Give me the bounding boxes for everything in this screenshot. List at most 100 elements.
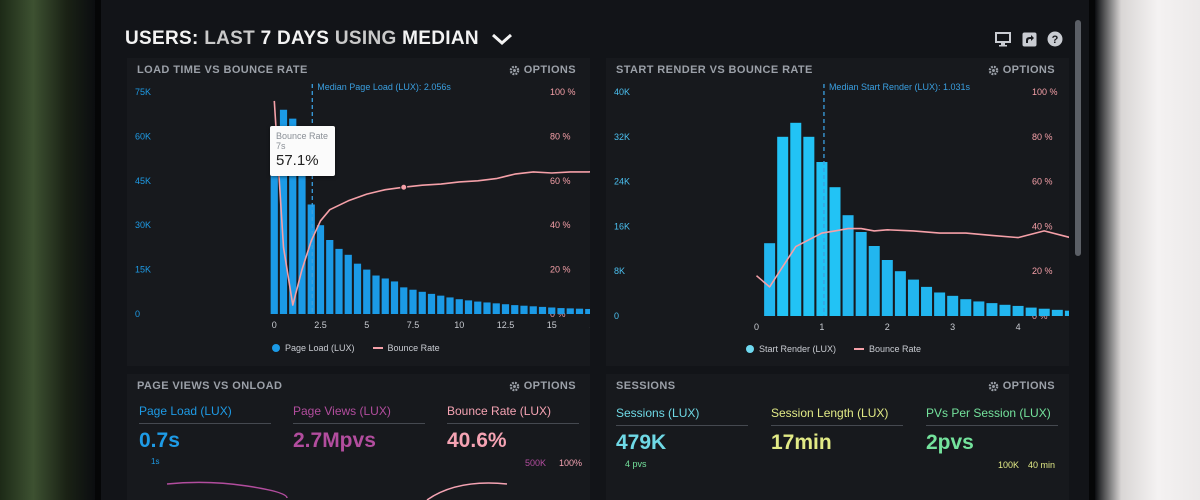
metric-divider: [771, 425, 903, 426]
legend-bounce-rate-swatch: [372, 347, 383, 349]
title-median: MEDIAN: [402, 28, 479, 49]
panel-load-time: LOAD TIME VS BOUNCE RATE OPTIONS 0 15K 30K…: [127, 58, 590, 366]
bar: [446, 297, 454, 314]
axis-label-right-bounce: 100%: [559, 458, 583, 468]
metric-bounce-rate[interactable]: Bounce Rate (LUX) 40.6%: [447, 404, 579, 453]
page-title[interactable]: USERS: LAST 7 DAYS USING MEDIAN: [125, 28, 513, 50]
bar: [409, 289, 417, 314]
dashboard-header: USERS: LAST 7 DAYS USING MEDIAN: [125, 25, 513, 53]
bar: [483, 302, 491, 314]
bar: [511, 305, 519, 314]
panel-title: START RENDER VS BOUNCE RATE: [616, 64, 813, 76]
x-tick-label: 12.5: [497, 320, 515, 330]
x-tick-label: 2: [885, 322, 890, 332]
y-right-tick-label: 80 %: [1032, 132, 1053, 142]
panel-start-render: START RENDER VS BOUNCE RATE OPTIONS 0 8K 1…: [606, 58, 1069, 366]
median-label: Median Page Load (LUX): 2.056s: [317, 82, 451, 92]
title-days: 7 DAYS: [260, 28, 330, 49]
bar: [1038, 308, 1050, 316]
legend-page-load[interactable]: Page Load (LUX): [272, 343, 355, 353]
y-right-tick-label: 100 %: [1032, 87, 1058, 97]
bar: [400, 287, 408, 314]
options-button[interactable]: OPTIONS: [509, 64, 576, 76]
chevron-down-icon[interactable]: [491, 32, 513, 46]
bar: [1064, 310, 1069, 316]
y-left-tick-label: 24K: [614, 177, 630, 187]
gear-icon: [509, 381, 519, 391]
metric-divider: [926, 425, 1058, 426]
y-left-tick-label: 45K: [135, 176, 151, 186]
scrollbar[interactable]: [1075, 20, 1081, 256]
metric-pvs-per-session[interactable]: PVs Per Session (LUX) 2pvs: [926, 406, 1058, 455]
bar: [437, 295, 445, 314]
metric-value: 17min: [771, 431, 832, 454]
y-right-tick-label: 100 %: [550, 87, 576, 97]
legend-start-render[interactable]: Start Render (LUX): [746, 344, 836, 354]
bar: [326, 240, 334, 314]
help-icon[interactable]: ?: [1047, 31, 1063, 47]
bar: [1051, 309, 1063, 316]
bounce-rate-line: [755, 227, 1069, 288]
bar: [585, 308, 590, 314]
share-icon[interactable]: [1021, 31, 1037, 47]
metric-value: 0.7s: [139, 429, 180, 452]
options-button[interactable]: OPTIONS: [509, 380, 576, 392]
y-left-tick-label: 15K: [135, 265, 151, 275]
panel-page-views: PAGE VIEWS VS ONLOAD OPTIONS Page Load (…: [127, 374, 590, 500]
metric-page-load[interactable]: Page Load (LUX) 0.7s: [139, 404, 271, 453]
bar: [777, 136, 789, 316]
metric-value: 2.7Mpvs: [293, 429, 376, 452]
chart-legend: Start Render (LUX) Bounce Rate: [746, 344, 921, 354]
legend-bounce-rate[interactable]: Bounce Rate: [372, 343, 440, 353]
y-right-tick-label: 40 %: [1032, 221, 1053, 231]
metric-divider: [293, 423, 425, 424]
bar: [335, 248, 343, 314]
chart-legend: Page Load (LUX) Bounce Rate: [272, 343, 440, 353]
panel-title: SESSIONS: [616, 380, 676, 392]
bar: [855, 232, 867, 316]
metric-sessions[interactable]: Sessions (LUX) 479K: [616, 406, 748, 455]
options-button[interactable]: OPTIONS: [988, 380, 1055, 392]
bar: [557, 308, 565, 314]
y-left-tick-label: 0: [614, 311, 619, 321]
metric-session-length[interactable]: Session Length (LUX) 17min: [771, 406, 903, 455]
bar: [492, 303, 500, 314]
y-left-tick-label: 75K: [135, 87, 151, 97]
bar: [566, 308, 574, 314]
metric-label: Session Length (LUX): [771, 406, 889, 420]
monitor-icon[interactable]: [995, 31, 1011, 47]
bar: [353, 263, 362, 314]
dashboard-screen: USERS: LAST 7 DAYS USING MEDIAN ? LOAD T…: [95, 0, 1095, 500]
axis-label-right-views: 500K: [525, 458, 547, 468]
y-right-tick-label: 80 %: [550, 131, 571, 141]
panel-sessions: SESSIONS OPTIONS Sessions (LUX) 479K Ses…: [606, 374, 1069, 500]
bounce-rate-hover-point: [400, 183, 408, 191]
bar: [298, 145, 306, 314]
y-left-tick-label: 16K: [614, 221, 630, 231]
bar: [381, 278, 389, 314]
bar: [418, 291, 426, 314]
bar: [538, 306, 547, 314]
metric-page-views[interactable]: Page Views (LUX) 2.7Mpvs: [293, 404, 425, 453]
legend-page-load-label: Page Load (LUX): [285, 343, 355, 353]
x-tick-label: 17.5: [589, 320, 590, 330]
bar: [881, 260, 893, 316]
mini-chart-lines: [166, 481, 508, 500]
x-tick-label: 2.5: [314, 320, 327, 330]
tooltip-value: 57.1%: [276, 152, 319, 169]
metric-label: Sessions (LUX): [616, 406, 700, 420]
y-right-tick-label: 60 %: [550, 176, 571, 186]
bar: [279, 109, 288, 314]
legend-bounce-rate[interactable]: Bounce Rate: [854, 344, 921, 354]
options-label: OPTIONS: [1002, 64, 1055, 76]
gear-icon: [509, 65, 519, 75]
options-button[interactable]: OPTIONS: [988, 64, 1055, 76]
bar: [501, 304, 510, 314]
y-right-tick-label: 40 %: [550, 220, 571, 230]
bar: [372, 275, 380, 314]
bar: [868, 246, 880, 316]
svg-text:?: ?: [1052, 34, 1059, 46]
axis-label-left: 1s: [151, 457, 160, 466]
metric-label: Bounce Rate (LUX): [447, 404, 552, 418]
bar: [529, 306, 537, 314]
